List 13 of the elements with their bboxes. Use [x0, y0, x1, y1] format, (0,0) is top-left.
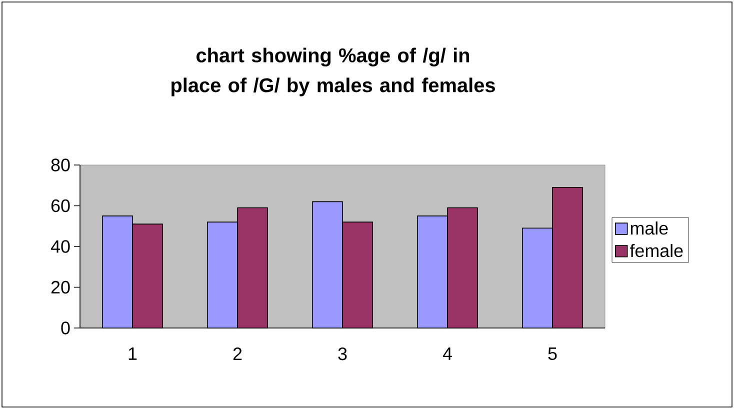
x-tick-label: 3: [338, 348, 347, 360]
legend-label: female: [630, 244, 683, 258]
y-tick-label: 80: [51, 158, 70, 172]
x-tick-label: 4: [442, 348, 452, 360]
x-tick-label: 1: [128, 348, 137, 360]
y-tick-label: 40: [50, 240, 70, 253]
chart-title: chart showing %age of /g/ in place of /G/ by males and females: [172, 48, 495, 96]
x-tick-label: 2: [233, 348, 242, 360]
x-tick-label: 5: [548, 348, 557, 360]
y-tick-label: 0: [61, 322, 70, 334]
legend-label: male: [630, 221, 668, 235]
y-tick-label: 20: [51, 280, 70, 294]
y-tick-label: 60: [51, 199, 70, 212]
